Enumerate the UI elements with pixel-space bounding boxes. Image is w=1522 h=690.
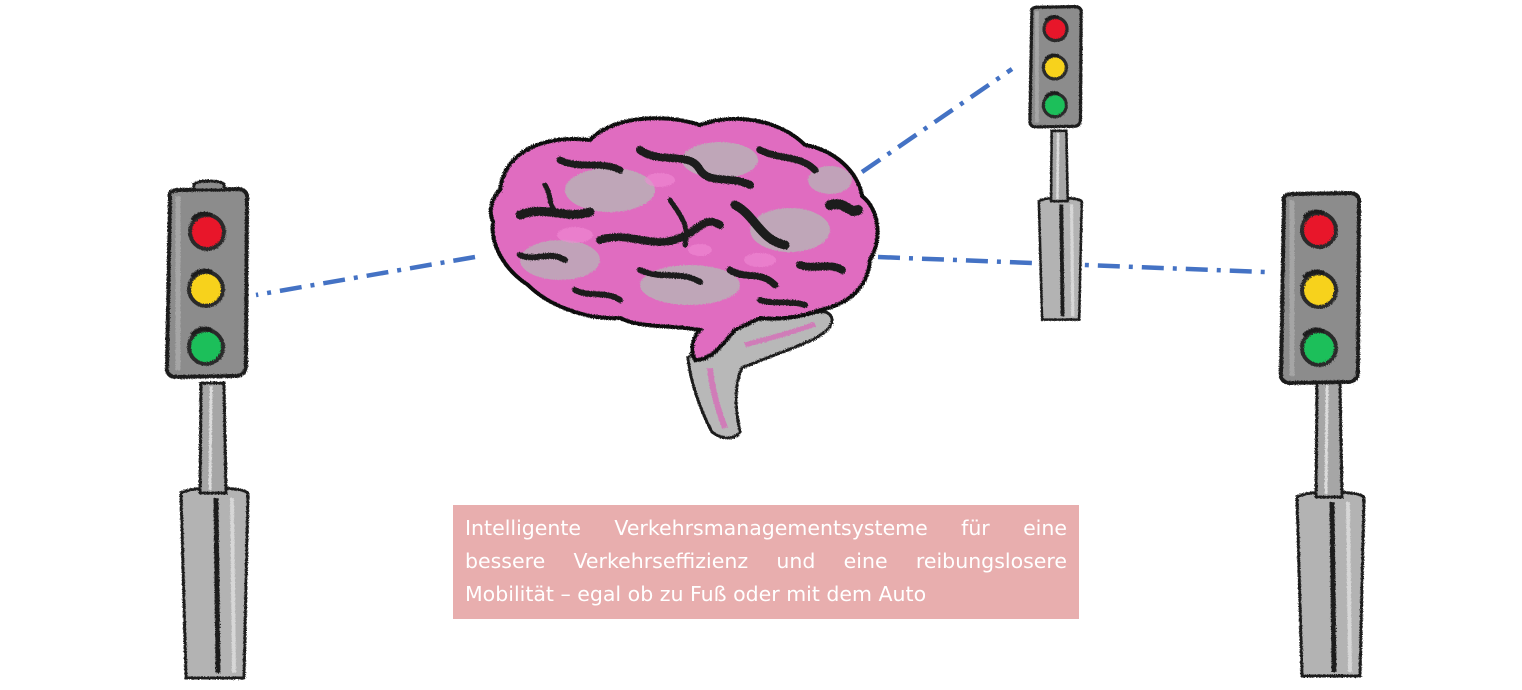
traffic-light-icon: [1028, 5, 1084, 321]
traffic-light-left: [164, 179, 250, 680]
traffic-light-pole: [198, 381, 228, 495]
green-light: [1300, 329, 1338, 367]
connection-line-top-right: [860, 67, 1014, 174]
traffic-light-right: [1278, 190, 1366, 678]
connection-line-left: [255, 254, 476, 298]
traffic-light-top-right: [1028, 5, 1084, 321]
brain-icon: [488, 116, 880, 440]
caption-box: Intelligente Verkehrsmanagementsysteme f…: [453, 505, 1079, 619]
traffic-light-pole: [1049, 129, 1069, 203]
yellow-light: [1300, 271, 1338, 309]
red-light: [1300, 211, 1338, 249]
caption-text: Intelligente Verkehrsmanagementsysteme f…: [465, 516, 1067, 606]
traffic-light-icon: [1278, 190, 1366, 678]
traffic-light-icon: [164, 179, 250, 680]
red-light: [188, 213, 226, 251]
traffic-light-pole: [1314, 380, 1344, 499]
